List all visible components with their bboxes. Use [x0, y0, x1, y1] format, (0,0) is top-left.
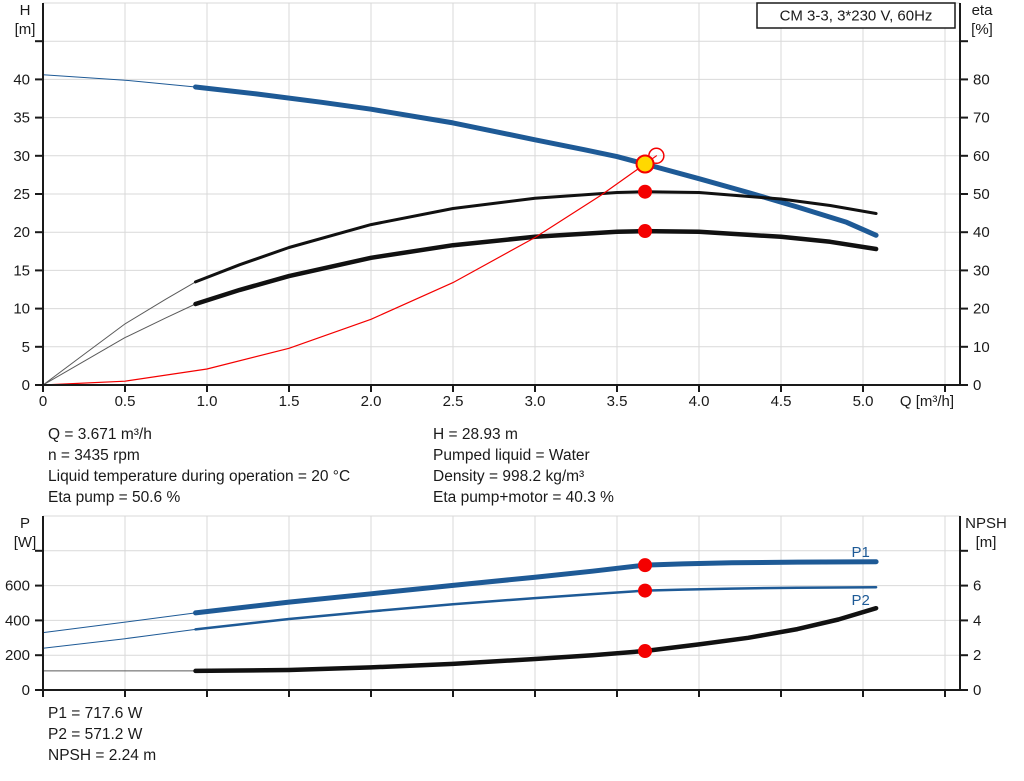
- right-axis-tick-label: 20: [973, 301, 990, 318]
- left-axis-unit: [m]: [15, 21, 36, 38]
- qh-axes: 0 0.5 1.0 1.5 2.0 2.5 3.0 3.5 4.0 4.5 5.0 Q [m³/h] 0…: [13, 2, 993, 410]
- left-axis-tick-label: 600: [5, 578, 30, 595]
- duty-point-npsh: [638, 644, 653, 659]
- x-axis-tick-label: 0.5: [115, 393, 136, 410]
- right-axis-tick-label: 60: [973, 148, 990, 165]
- p2-curve: [194, 585, 878, 631]
- p1-curve: [193, 559, 879, 616]
- power-chart: 0 200 400 600 0 2 4 6 P [W] NPSH [m] P1 P2: [5, 515, 1007, 699]
- info-speed: n = 3435 rpm: [48, 447, 140, 464]
- duty-point-p2: [638, 583, 653, 598]
- eta-pump-motor-curve-min-flow-segment: [42, 303, 196, 386]
- x-axis-tick-label: 5.0: [853, 393, 874, 410]
- right-axis-tick-label: 70: [973, 110, 990, 127]
- info-npsh: NPSH = 2.24 m: [48, 747, 157, 764]
- info-liquid-temperature: Liquid temperature during operation = 20…: [48, 468, 351, 485]
- right-axis-title: eta: [972, 2, 994, 19]
- duty-point-eta-pump: [638, 184, 653, 199]
- eta-pump-motor-curve: [193, 228, 879, 307]
- right-axis-tick-label: 40: [973, 224, 990, 241]
- x-axis-tick-label: 1.5: [279, 393, 300, 410]
- info-p2: P2 = 571.2 W: [48, 726, 143, 743]
- x-axis-tick-label: 0: [39, 393, 47, 410]
- x-axis-tick-label: 3.5: [607, 393, 628, 410]
- right-axis-tick-label: 2: [973, 647, 981, 664]
- p2-curve-min-flow-segment: [42, 628, 196, 649]
- info-eta-pump-motor: Eta pump+motor = 40.3 %: [433, 489, 614, 506]
- x-axis-tick-label: 2.5: [443, 393, 464, 410]
- right-axis-tick-label: 0: [973, 377, 981, 394]
- qh-chart: 0 0.5 1.0 1.5 2.0 2.5 3.0 3.5 4.0 4.5 5.0 Q [m³/h] 0…: [13, 2, 993, 410]
- left-axis-tick-label: 5: [22, 339, 30, 356]
- left-axis-tick-label: 15: [13, 262, 30, 279]
- right-axis-tick-label: 10: [973, 339, 990, 356]
- x-axis-tick-label: 4.0: [689, 393, 710, 410]
- x-axis-tick-label: 2.0: [361, 393, 382, 410]
- info-flow: Q = 3.671 m³/h: [48, 426, 152, 443]
- eta-pump-curve: [194, 190, 878, 284]
- left-axis-unit: [W]: [14, 534, 37, 551]
- left-axis-tick-label: 400: [5, 612, 30, 629]
- qh-grid: [43, 2, 960, 385]
- x-axis-title: Q [m³/h]: [900, 393, 954, 410]
- left-axis-tick-label: 0: [22, 682, 30, 699]
- power-info-column: P1 = 717.6 W P2 = 571.2 W NPSH = 2.24 m: [48, 703, 156, 766]
- p1-curve-min-flow-segment: [42, 612, 196, 634]
- duty-point-head[interactable]: [635, 154, 655, 174]
- chart-title: CM 3-3, 3*230 V, 60Hz: [780, 8, 933, 25]
- x-axis-tick-label: 4.5: [771, 393, 792, 410]
- left-axis-tick-label: 10: [13, 301, 30, 318]
- duty-info-left-column: Q = 3.671 m³/h n = 3435 rpm Liquid tempe…: [48, 424, 350, 508]
- info-head: H = 28.93 m: [433, 426, 518, 443]
- duty-point-eta-motor: [638, 224, 653, 239]
- right-axis-tick-label: 0: [973, 682, 981, 699]
- left-axis-tick-label: 40: [13, 71, 30, 88]
- power-axes: 0 200 400 600 0 2 4 6 P [W] NPSH [m]: [5, 515, 1007, 699]
- right-axis-tick-label: 50: [973, 186, 990, 203]
- npsh-curve: [193, 605, 879, 674]
- right-axis-tick-label: 4: [973, 612, 981, 629]
- x-axis-tick-label: 1.0: [197, 393, 218, 410]
- right-axis-tick-label: 80: [973, 71, 990, 88]
- info-density: Density = 998.2 kg/m³: [433, 468, 585, 485]
- power-grid: [43, 515, 960, 690]
- duty-point-p1: [638, 558, 653, 573]
- head-curve: [193, 84, 879, 238]
- x-axis-tick-label: 3.0: [525, 393, 546, 410]
- right-axis-tick-label: 30: [973, 262, 990, 279]
- left-axis-title: H: [20, 2, 31, 19]
- eta-pump-curve-min-flow-segment: [42, 281, 196, 386]
- left-axis-tick-label: 200: [5, 647, 30, 664]
- system-curve: [42, 155, 658, 386]
- chart-title-box: [756, 2, 956, 29]
- left-axis-tick-label: 30: [13, 148, 30, 165]
- left-axis-tick-label: 20: [13, 224, 30, 241]
- left-axis-tick-label: 35: [13, 110, 30, 127]
- left-axis-tick-label: 25: [13, 186, 30, 203]
- p1-curve-label: P1: [852, 544, 870, 561]
- duty-info-right-column: H = 28.93 m Pumped liquid = Water Densit…: [433, 424, 614, 508]
- info-p1: P1 = 717.6 W: [48, 705, 143, 722]
- right-axis-unit: [m]: [976, 534, 997, 551]
- info-pumped-liquid: Pumped liquid = Water: [433, 447, 590, 464]
- info-eta-pump: Eta pump = 50.6 %: [48, 489, 181, 506]
- right-axis-title: NPSH: [965, 515, 1007, 532]
- right-axis-tick-label: 6: [973, 578, 981, 595]
- left-axis-tick-label: 0: [22, 377, 30, 394]
- head-curve-min-flow-segment: [42, 74, 196, 88]
- left-axis-title: P: [20, 515, 30, 532]
- p2-curve-label: P2: [852, 592, 870, 609]
- right-axis-unit: [%]: [971, 21, 993, 38]
